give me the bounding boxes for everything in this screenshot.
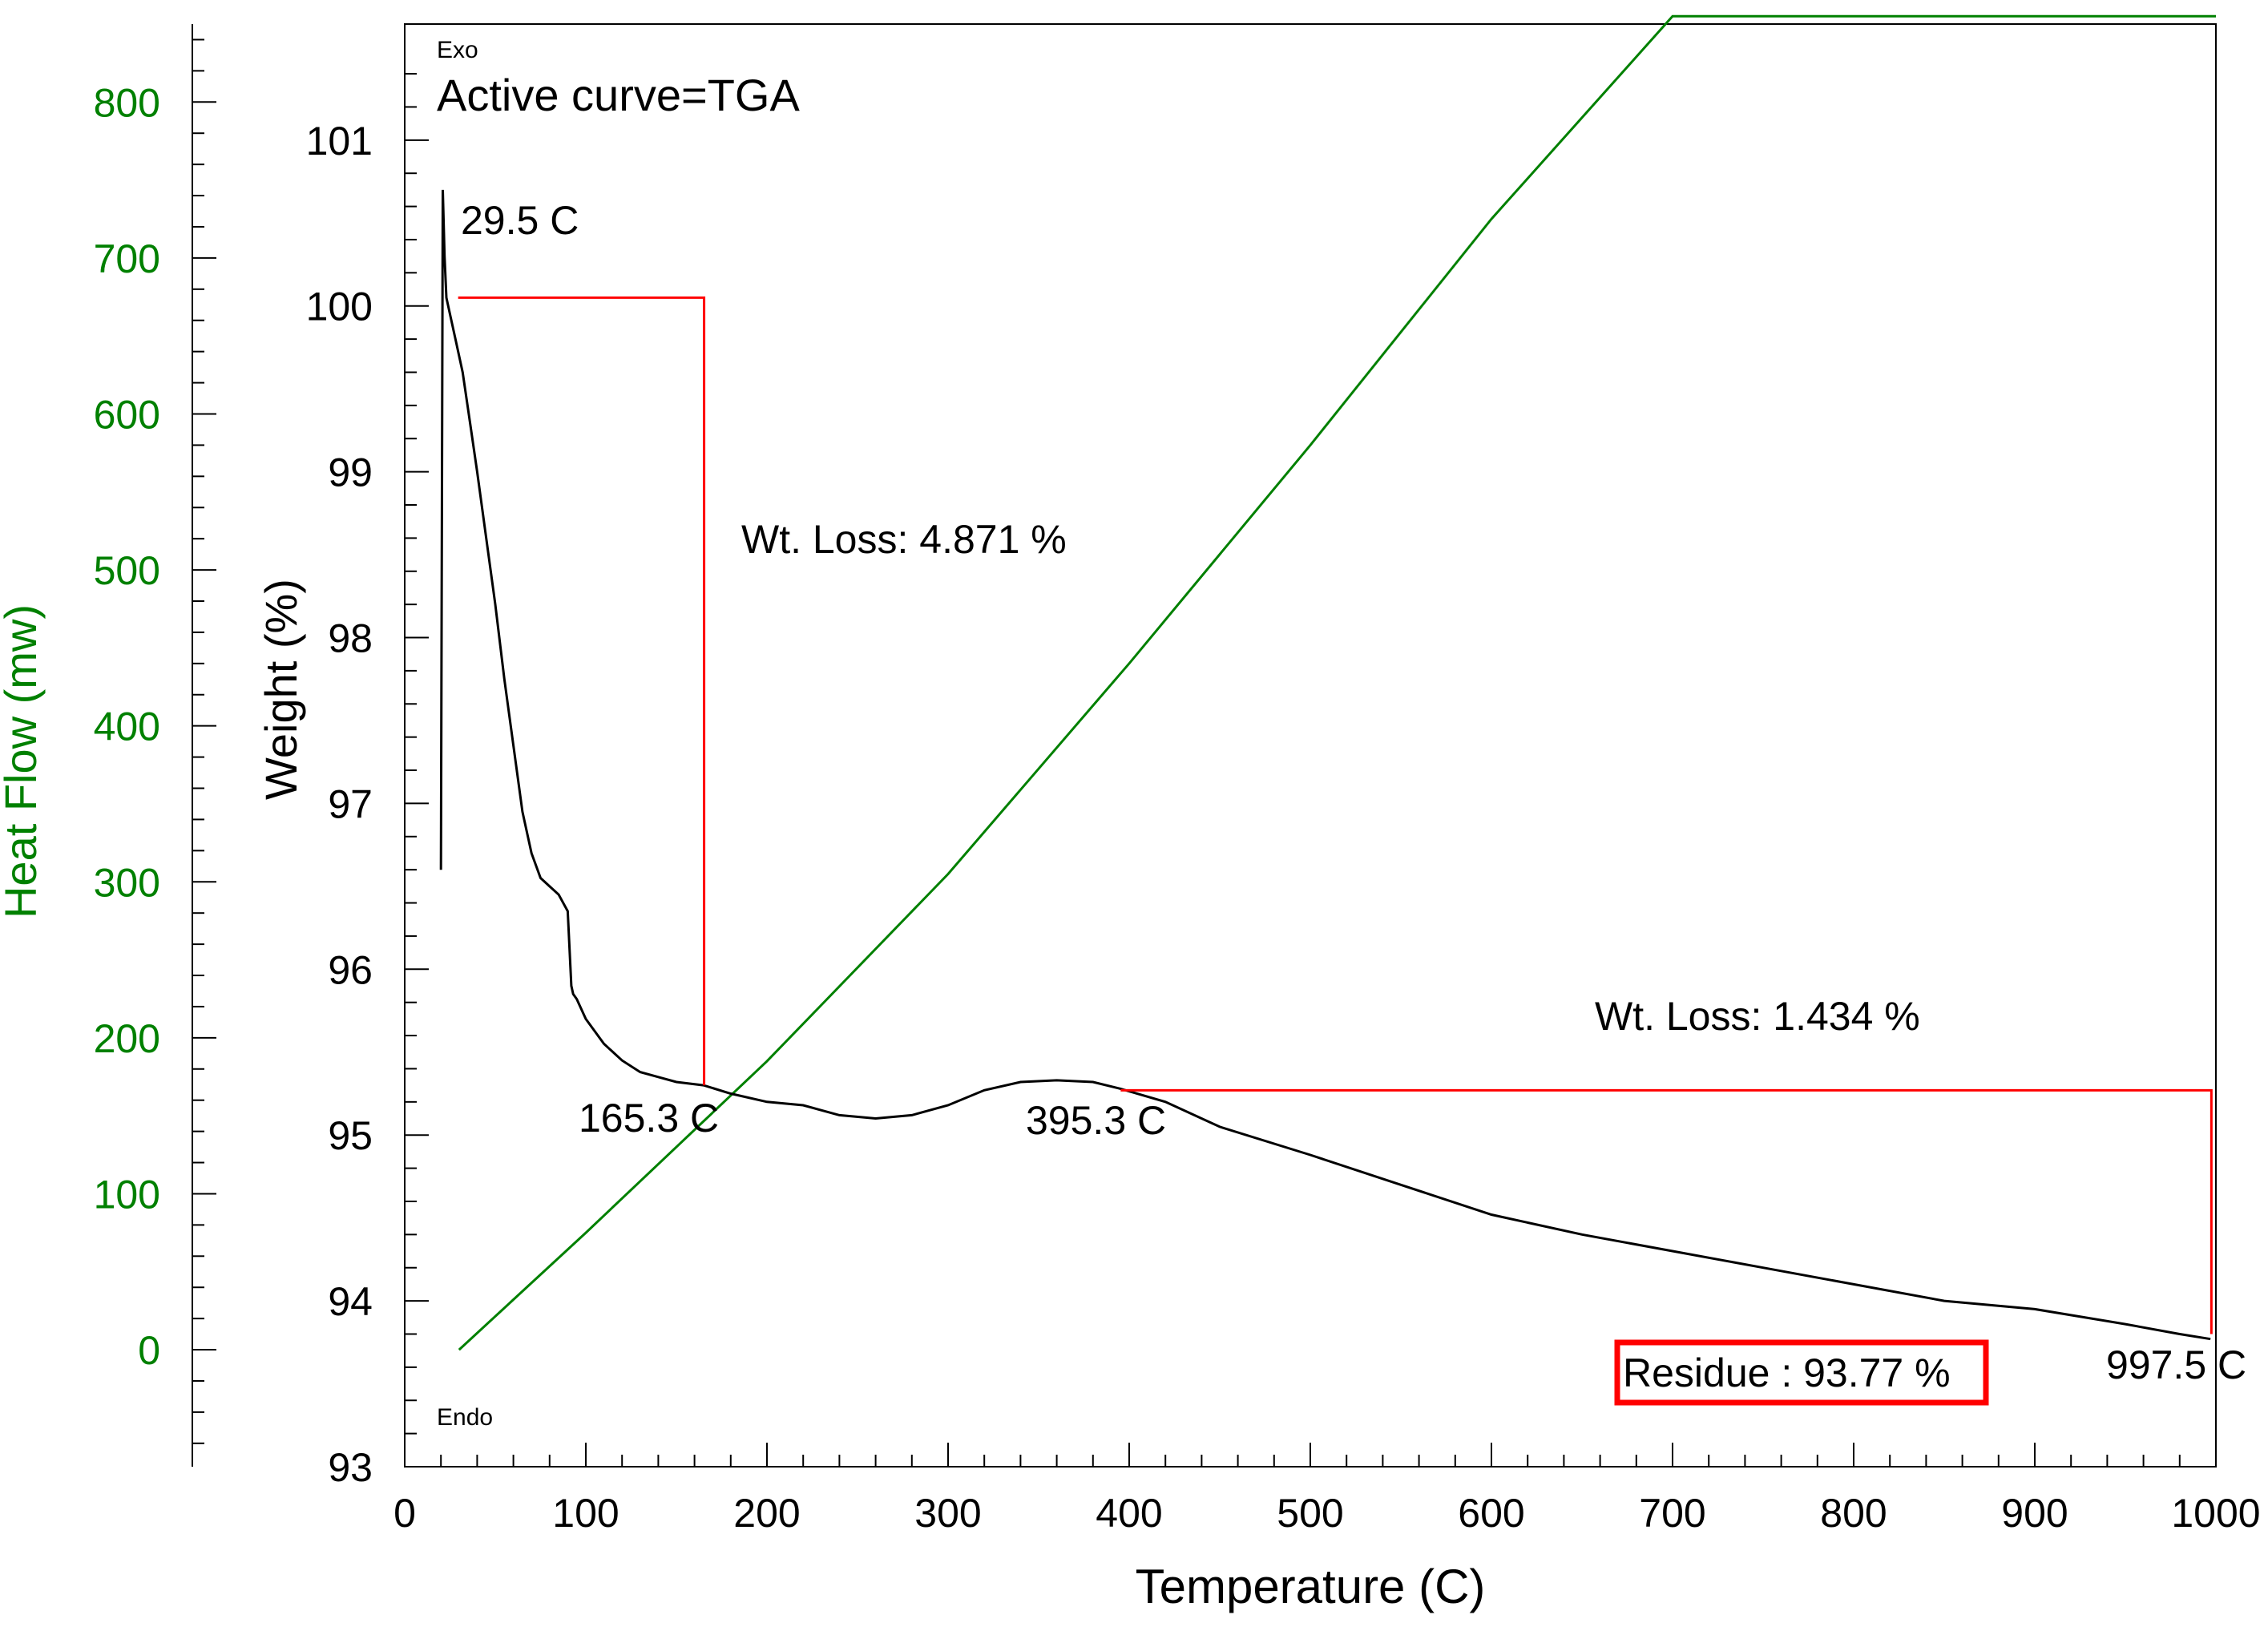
x-tick-label: 500	[1277, 1491, 1343, 1536]
y2-tick-label: 100	[94, 1172, 160, 1217]
end1-label: 165.3 C	[579, 1096, 719, 1141]
weight-loss-step2-bracket	[1120, 1088, 2213, 1334]
weight-series-line	[439, 189, 2211, 1341]
x-tick-label: 300	[914, 1491, 981, 1536]
onset1-label: 29.5 C	[461, 198, 579, 243]
loss2-label: Wt. Loss: 1.434 %	[1595, 994, 1920, 1039]
x-tick-label: 100	[552, 1491, 619, 1536]
y-tick-label: 99	[328, 450, 373, 495]
y-tick-label: 97	[328, 781, 373, 826]
y2-axis-title: Heat Flow (mw)	[0, 604, 46, 918]
y2-axis-ticks: 0 100 200 300 400 500 600 700 800	[94, 38, 216, 1444]
y-axis-ticks: 93 94 95 96 97 98 99 100 101	[306, 73, 429, 1490]
x-tick-label: 600	[1458, 1491, 1524, 1536]
y-tick-label: 95	[328, 1113, 373, 1158]
y2-tick-label: 200	[94, 1016, 160, 1061]
heat-flow-series-line	[458, 14, 2216, 1351]
loss1-label: Wt. Loss: 4.871 %	[741, 517, 1067, 562]
x-tick-label: 400	[1096, 1491, 1162, 1536]
exo-label: Exo	[437, 37, 478, 63]
residue-box	[1614, 1339, 1989, 1406]
y-tick-label: 100	[306, 285, 373, 329]
onset2-label: 395.3 C	[1026, 1098, 1166, 1143]
weight-loss-step1-bracket	[458, 296, 706, 1086]
y-tick-label: 94	[328, 1279, 373, 1324]
y2-tick-label: 800	[94, 80, 160, 125]
endo-label: Endo	[437, 1404, 493, 1431]
y2-tick-label: 0	[138, 1328, 160, 1373]
y2-tick-label: 700	[94, 236, 160, 281]
x-axis-ticks: 0 100 200 300 400 500 600 700 800 900 1000	[393, 1443, 2261, 1536]
y-tick-label: 101	[306, 119, 373, 164]
y2-tick-label: 300	[94, 860, 160, 905]
chart-title: Active curve=TGA	[437, 70, 800, 120]
y2-tick-label: 400	[94, 704, 160, 749]
x-tick-label: 900	[2001, 1491, 2068, 1536]
y-tick-label: 93	[328, 1445, 373, 1490]
x-axis-title: Temperature (C)	[1136, 1560, 1486, 1613]
x-tick-label: 800	[1820, 1491, 1887, 1536]
end2-label: 997.5 C	[2106, 1342, 2246, 1387]
y-tick-label: 96	[328, 947, 373, 992]
x-tick-label: 700	[1639, 1491, 1705, 1536]
y-axis-title: Weight (%)	[256, 579, 306, 800]
y2-tick-label: 600	[94, 392, 160, 437]
x-tick-label: 1000	[2171, 1491, 2260, 1536]
x-tick-label: 0	[393, 1491, 416, 1536]
x-tick-label: 200	[733, 1491, 800, 1536]
y-tick-label: 98	[328, 616, 373, 661]
y2-tick-label: 500	[94, 548, 160, 593]
residue-label: Residue : 93.77 %	[1623, 1350, 1951, 1395]
plot-frame	[404, 23, 2217, 1468]
